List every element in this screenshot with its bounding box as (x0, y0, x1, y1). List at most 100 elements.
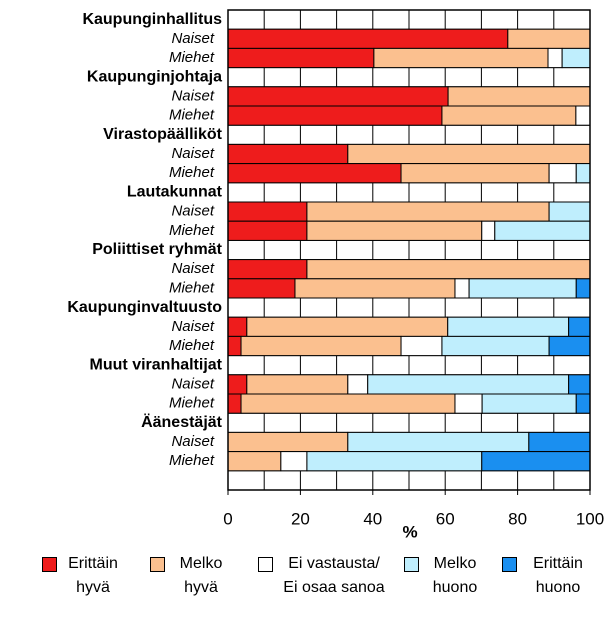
chart: % Kaupunginhallitus Kaupunginjohtaja Viras… (67, 9, 604, 541)
category-label: Naiset (171, 260, 214, 277)
category-label: Naiset (171, 145, 214, 162)
bar-segment (306, 220, 483, 241)
category-label: Naiset (171, 375, 214, 392)
category-label: Naiset (171, 433, 214, 450)
bar-segment (481, 451, 591, 472)
bar-segment (227, 105, 443, 126)
bar-segment (227, 163, 402, 184)
legend-label: Melko hyvä (179, 555, 223, 596)
legend-swatch (150, 557, 165, 572)
legend-item: Erittäin hyvä (42, 552, 123, 600)
bar-segment (373, 47, 549, 69)
category-label: Naiset (171, 203, 214, 220)
category-label: Miehet (169, 222, 215, 239)
bar-segment (227, 143, 349, 165)
bar-segment (441, 105, 577, 126)
bar-segment (246, 316, 449, 337)
category-label: Miehet (169, 395, 215, 412)
bar-segment (306, 451, 483, 472)
bar-segment (246, 374, 349, 395)
x-tick-label: 60 (436, 509, 455, 528)
bar-segment (306, 259, 591, 280)
plot-frame (227, 9, 591, 491)
bar-segment (481, 220, 496, 241)
group-label: Poliittiset ryhmät (92, 241, 222, 258)
bar-segment (347, 374, 369, 395)
bar-segment (294, 278, 456, 299)
bar-segment (227, 451, 282, 472)
bar-segment (507, 28, 591, 49)
x-tick-label: 40 (363, 509, 382, 528)
bar-segment (400, 335, 443, 357)
legend-label: Melko huono (432, 555, 478, 596)
legend-label: Erittäin hyvä (68, 555, 118, 596)
bar-segment (528, 431, 591, 453)
bar-segment (227, 316, 248, 337)
bar-segment (454, 278, 470, 299)
bar-segment (548, 335, 591, 357)
category-label: Miehet (169, 337, 215, 354)
group-label: Kaupunginvaltuusto (67, 299, 222, 316)
bar-segment (575, 163, 591, 184)
bar-segment (227, 86, 449, 107)
group-label: Virastopäälliköt (103, 126, 223, 143)
legend-swatch (42, 557, 57, 572)
x-tick-label: 80 (508, 509, 527, 528)
bar-segment (367, 374, 570, 395)
x-axis-label: % (402, 522, 417, 541)
legend-item: Melko huono (404, 552, 485, 600)
legend-item: Erittäin huono (502, 552, 593, 600)
bar-segment (575, 278, 591, 299)
legend-swatch (404, 557, 419, 572)
x-tick-label: 0 (223, 509, 232, 528)
bar-segment (568, 316, 591, 337)
bar-segment (227, 28, 509, 49)
bar-segment (240, 393, 456, 414)
legend-swatch (502, 557, 517, 572)
bar-segment (468, 278, 577, 299)
bar-segment (548, 201, 591, 222)
bar-segment (280, 451, 308, 472)
group-label: Kaupunginhallitus (82, 11, 222, 28)
bar-segment (561, 47, 591, 69)
bar-segment (227, 431, 349, 453)
legend-label: Erittäin huono (533, 555, 583, 596)
bar-segment (227, 374, 248, 395)
group-label: Kaupunginjohtaja (87, 68, 222, 85)
bar-segment (347, 143, 591, 165)
bar-segment (454, 393, 483, 414)
category-label: Miehet (169, 49, 215, 66)
legend-item: Melko hyvä (150, 552, 231, 600)
category-label: Miehet (169, 164, 215, 181)
legend-swatch (258, 557, 273, 572)
bar-segment (447, 86, 591, 107)
bar-segment (400, 163, 550, 184)
bar-segment (227, 220, 308, 241)
bar-segment (227, 259, 308, 280)
legend-label: Ei vastausta/ Ei osaa sanoa (283, 555, 385, 596)
category-label: Miehet (169, 279, 215, 296)
bar-segment (227, 47, 375, 69)
category-label: Miehet (169, 452, 215, 469)
group-label: Äänestäjät (141, 413, 223, 431)
bar-segment (227, 335, 242, 357)
bar-segment (568, 374, 591, 395)
bar-segment (575, 393, 591, 414)
bar-segment (447, 316, 570, 337)
legend-item: Ei vastausta/ Ei osaa sanoa (258, 552, 389, 600)
bar-segment (481, 393, 577, 414)
bar-segment (575, 105, 591, 126)
category-label: Naiset (171, 87, 214, 104)
bar-segment (227, 393, 242, 414)
bar-segment (347, 431, 530, 453)
bar-segment (227, 201, 308, 222)
bar-segment (494, 220, 591, 241)
bar-segment (306, 201, 550, 222)
bar-segment (547, 47, 563, 69)
bar-segment (240, 335, 402, 357)
x-tick-label: 20 (291, 509, 310, 528)
group-label: Lautakunnat (127, 184, 223, 201)
bar-segment (441, 335, 550, 357)
x-tick-label: 100 (576, 509, 604, 528)
